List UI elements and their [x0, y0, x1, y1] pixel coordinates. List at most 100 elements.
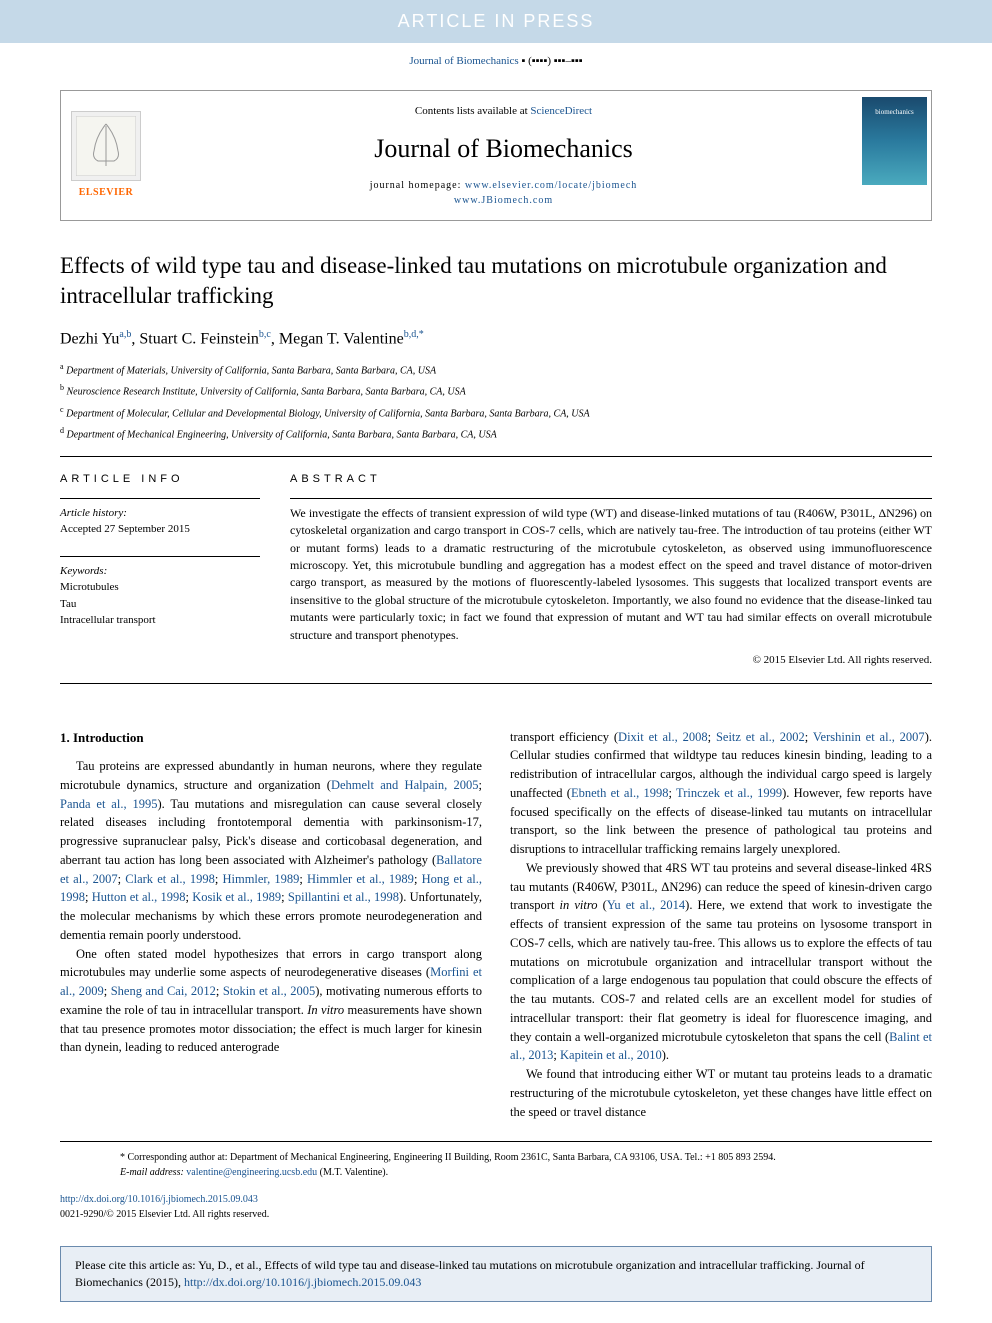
p1-s4: ; — [414, 872, 422, 886]
keyword-3: Intracellular transport — [60, 612, 260, 629]
body-col-right: transport efficiency (Dixit et al., 2008… — [510, 728, 932, 1122]
elsevier-tree-icon — [71, 111, 141, 181]
issn-copyright: 0021-9290/© 2015 Elsevier Ltd. All right… — [60, 1209, 269, 1220]
keyword-2: Tau — [60, 596, 260, 613]
doi-block: http://dx.doi.org/10.1016/j.jbiomech.201… — [0, 1188, 992, 1234]
author-2: Stuart C. Feinstein — [139, 330, 259, 347]
body-columns: 1. Introduction Tau proteins are express… — [0, 708, 992, 1132]
doi-link[interactable]: http://dx.doi.org/10.1016/j.jbiomech.201… — [60, 1194, 258, 1205]
article-in-press-banner: ARTICLE IN PRESS — [0, 0, 992, 43]
affiliation-c: c Department of Molecular, Cellular and … — [60, 404, 932, 421]
ref-ebneth[interactable]: Ebneth et al., 1998 — [571, 786, 669, 800]
info-divider-1 — [60, 498, 260, 499]
p2-italic: In vitro — [307, 1003, 344, 1017]
homepage-link-2[interactable]: www.JBiomech.com — [454, 195, 553, 206]
journal-ref-link[interactable]: Journal of Biomechanics — [409, 55, 518, 67]
sciencedirect-link[interactable]: ScienceDirect — [530, 105, 592, 117]
aff-sup-c: c — [60, 405, 64, 414]
aff-text-b: Neuroscience Research Institute, Univers… — [67, 387, 466, 398]
ref-yu[interactable]: Yu et al., 2014 — [607, 898, 685, 912]
author-1: Dezhi Yu — [60, 330, 119, 347]
section-1-heading: 1. Introduction — [60, 728, 482, 748]
history-label: Article history: — [60, 505, 260, 522]
journal-reference-line: Journal of Biomechanics ▪ (▪▪▪▪) ▪▪▪–▪▪▪ — [0, 43, 992, 80]
p2-pre: One often stated model hypothesizes that… — [60, 947, 482, 980]
aff-sup-b: b — [60, 383, 64, 392]
article-info-column: ARTICLE INFO Article history: Accepted 2… — [60, 471, 260, 668]
article-info-label: ARTICLE INFO — [60, 471, 260, 488]
p3-s3: ; — [668, 786, 676, 800]
citation-box: Please cite this article as: Yu, D., et … — [60, 1246, 932, 1302]
intro-para-5: We found that introducing either WT or m… — [510, 1065, 932, 1121]
aff-text-d: Department of Mechanical Engineering, Un… — [67, 429, 497, 440]
info-abstract-row: ARTICLE INFO Article history: Accepted 2… — [60, 471, 932, 668]
ref-sheng[interactable]: Sheng and Cai, 2012 — [111, 984, 216, 998]
ref-spillantini[interactable]: Spillantini et al., 1998 — [288, 890, 399, 904]
divider-bottom — [60, 683, 932, 684]
journal-cover-block: biomechanics — [856, 91, 931, 221]
header-center: Contents lists available at ScienceDirec… — [151, 91, 856, 221]
p3-s2: ; — [805, 730, 813, 744]
author-1-sup[interactable]: a,b — [119, 329, 131, 340]
divider-top — [60, 456, 932, 457]
email-line: E-mail address: valentine@engineering.uc… — [120, 1165, 872, 1180]
contents-line: Contents lists available at ScienceDirec… — [161, 103, 846, 120]
p4-italic: in vitro — [560, 898, 598, 912]
ref-dehmelt[interactable]: Dehmelt and Halpain, 2005 — [331, 778, 479, 792]
ref-seitz[interactable]: Seitz et al., 2002 — [716, 730, 805, 744]
author-3: Megan T. Valentine — [279, 330, 404, 347]
article-main: Effects of wild type tau and disease-lin… — [0, 231, 992, 708]
accepted-date: Accepted 27 September 2015 — [60, 521, 260, 538]
footer-corresponding: * Corresponding author at: Department of… — [60, 1141, 932, 1188]
intro-para-1: Tau proteins are expressed abundantly in… — [60, 757, 482, 945]
abstract-text: We investigate the effects of transient … — [290, 505, 932, 644]
ref-trinczek[interactable]: Trinczek et al., 1999 — [676, 786, 782, 800]
ref-clark[interactable]: Clark et al., 1998 — [125, 872, 215, 886]
journal-cover-image: biomechanics — [862, 97, 927, 185]
aff-text-c: Department of Molecular, Cellular and De… — [66, 408, 590, 419]
ref-himmler-etal[interactable]: Himmler et al., 1989 — [307, 872, 414, 886]
email-paren: (M.T. Valentine). — [320, 1167, 389, 1178]
article-history-block: Article history: Accepted 27 September 2… — [60, 505, 260, 538]
abstract-copyright: © 2015 Elsevier Ltd. All rights reserved… — [290, 652, 932, 669]
keyword-1: Microtubules — [60, 579, 260, 596]
email-label: E-mail address: — [120, 1167, 186, 1178]
abstract-divider — [290, 498, 932, 499]
p1-s7: ; — [281, 890, 288, 904]
affiliation-b: b Neuroscience Research Institute, Unive… — [60, 382, 932, 399]
intro-para-3: transport efficiency (Dixit et al., 2008… — [510, 728, 932, 859]
authors-line: Dezhi Yua,b, Stuart C. Feinsteinb,c, Meg… — [60, 327, 932, 351]
ref-kosik[interactable]: Kosik et al., 1989 — [192, 890, 281, 904]
ref-panda[interactable]: Panda et al., 1995 — [60, 797, 157, 811]
homepage-link-1[interactable]: www.elsevier.com/locate/jbiomech — [465, 180, 637, 191]
info-divider-2 — [60, 556, 260, 557]
p1-m1: ; — [479, 778, 482, 792]
ref-kapitein[interactable]: Kapitein et al., 2010 — [560, 1048, 662, 1062]
ref-vershinin[interactable]: Vershinin et al., 2007 — [813, 730, 925, 744]
p3-pre: transport efficiency ( — [510, 730, 618, 744]
article-title: Effects of wild type tau and disease-lin… — [60, 251, 932, 311]
affiliation-d: d Department of Mechanical Engineering, … — [60, 425, 932, 442]
author-2-sup[interactable]: b,c — [259, 329, 271, 340]
abstract-column: ABSTRACT We investigate the effects of t… — [290, 471, 932, 668]
p4-m2: ). Here, we extend that work to investig… — [510, 898, 932, 1043]
citation-doi-link[interactable]: http://dx.doi.org/10.1016/j.jbiomech.201… — [184, 1275, 421, 1289]
journal-header-box: ELSEVIER Contents lists available at Sci… — [60, 90, 932, 222]
p1-s5: ; — [85, 890, 92, 904]
p1-s3: ; — [299, 872, 307, 886]
p3-s1: ; — [708, 730, 716, 744]
affiliation-a: a Department of Materials, University of… — [60, 361, 932, 378]
ref-dixit[interactable]: Dixit et al., 2008 — [618, 730, 708, 744]
p2-s1: ; — [104, 984, 111, 998]
ref-hutton[interactable]: Hutton et al., 1998 — [92, 890, 186, 904]
p4-post: ). — [662, 1048, 669, 1062]
intro-para-2: One often stated model hypothesizes that… — [60, 945, 482, 1058]
aff-sup-a: a — [60, 362, 64, 371]
journal-title: Journal of Biomechanics — [161, 129, 846, 168]
abstract-label: ABSTRACT — [290, 471, 932, 488]
email-link[interactable]: valentine@engineering.ucsb.edu — [186, 1167, 317, 1178]
ref-stokin[interactable]: Stokin et al., 2005 — [223, 984, 315, 998]
aff-sup-d: d — [60, 426, 64, 435]
ref-himmler89[interactable]: Himmler, 1989 — [222, 872, 299, 886]
author-3-sup[interactable]: b,d,* — [404, 329, 424, 340]
